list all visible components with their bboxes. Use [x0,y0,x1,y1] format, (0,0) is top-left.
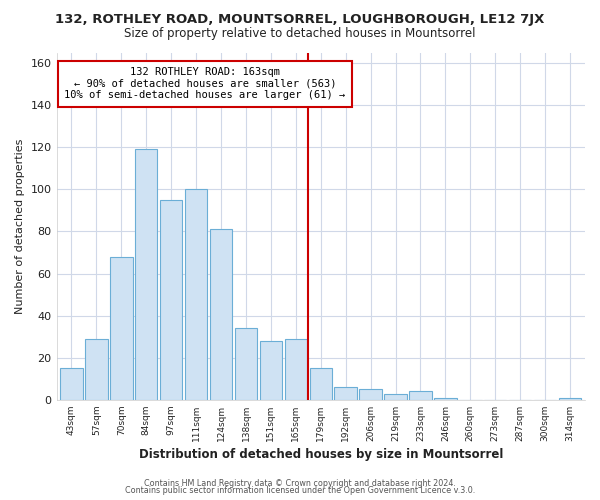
Bar [334,387,357,400]
X-axis label: Distribution of detached houses by size in Mountsorrel: Distribution of detached houses by size … [139,448,503,461]
Bar [60,368,83,400]
Bar [160,200,182,400]
Bar [235,328,257,400]
Bar [284,339,307,400]
Bar [559,398,581,400]
Bar [434,398,457,400]
Bar [135,150,157,400]
Bar [310,368,332,400]
Bar [210,230,232,400]
Bar [385,394,407,400]
Bar [110,256,133,400]
Bar [85,339,107,400]
Bar [359,390,382,400]
Text: Size of property relative to detached houses in Mountsorrel: Size of property relative to detached ho… [124,28,476,40]
Bar [260,341,282,400]
Text: 132, ROTHLEY ROAD, MOUNTSORREL, LOUGHBOROUGH, LE12 7JX: 132, ROTHLEY ROAD, MOUNTSORREL, LOUGHBOR… [55,12,545,26]
Y-axis label: Number of detached properties: Number of detached properties [15,138,25,314]
Text: 132 ROTHLEY ROAD: 163sqm
← 90% of detached houses are smaller (563)
10% of semi-: 132 ROTHLEY ROAD: 163sqm ← 90% of detach… [64,67,346,100]
Bar [409,392,431,400]
Text: Contains HM Land Registry data © Crown copyright and database right 2024.: Contains HM Land Registry data © Crown c… [144,478,456,488]
Bar [185,190,208,400]
Text: Contains public sector information licensed under the Open Government Licence v.: Contains public sector information licen… [125,486,475,495]
